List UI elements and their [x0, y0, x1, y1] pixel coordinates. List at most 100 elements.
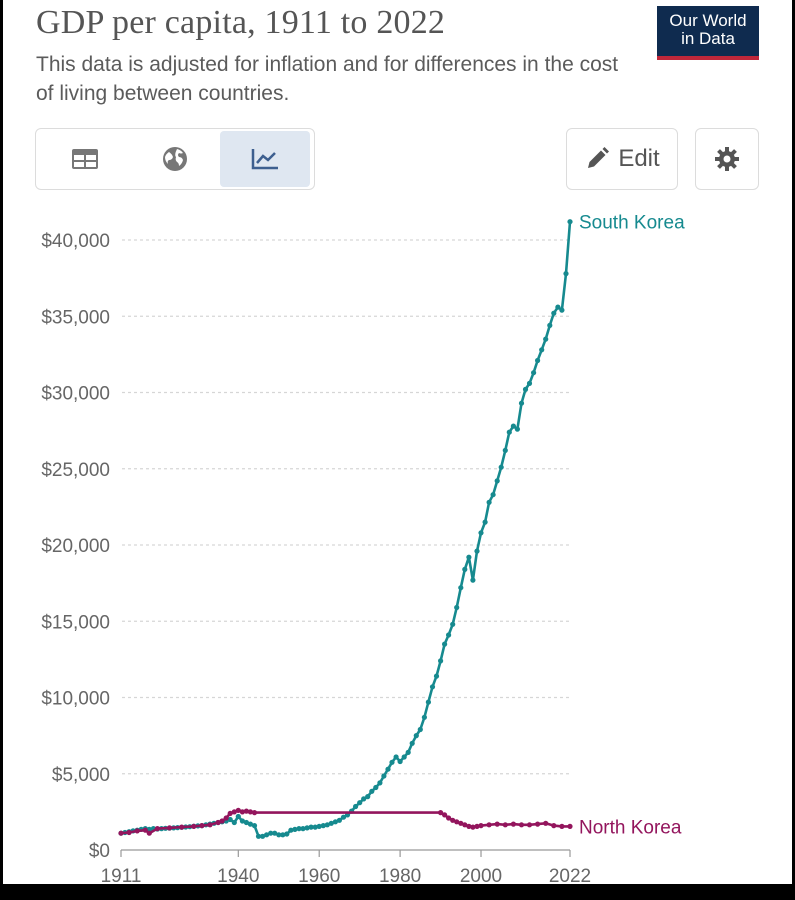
- data-point: [272, 830, 278, 836]
- data-point: [506, 429, 512, 435]
- data-point: [466, 554, 472, 560]
- x-tick-label: 1960: [298, 866, 340, 884]
- edit-button[interactable]: Edit: [566, 128, 678, 190]
- data-point: [498, 464, 504, 470]
- data-point: [563, 271, 569, 277]
- data-point: [264, 832, 270, 838]
- right-frame: [792, 0, 795, 900]
- data-point: [502, 447, 508, 453]
- data-point: [373, 784, 379, 791]
- tab-chart[interactable]: [220, 131, 310, 187]
- page-subtitle: This data is adjusted for inflation and …: [36, 53, 619, 105]
- data-point: [260, 833, 266, 839]
- data-point: [332, 819, 338, 825]
- line-chart-icon: [251, 149, 278, 170]
- x-tick-label: 1940: [217, 866, 259, 884]
- axes: $0 $5,000 $10,000 $15,000 $20,000 $25,000 $30,…: [41, 231, 591, 884]
- data-point: [405, 749, 411, 756]
- data-point: [474, 823, 480, 830]
- data-point: [559, 307, 565, 313]
- data-point: [454, 604, 460, 611]
- edit-label: Edit: [618, 145, 660, 172]
- y-tick-label: $10,000: [41, 689, 110, 710]
- series-line-south-korea: [120, 221, 572, 838]
- series-line-north-korea: [120, 809, 570, 835]
- data-point: [458, 585, 464, 591]
- data-point: [551, 310, 557, 316]
- data-point: [518, 822, 525, 828]
- data-point: [328, 820, 334, 826]
- data-point: [312, 824, 318, 830]
- data-point: [268, 830, 274, 836]
- data-point: [486, 822, 492, 828]
- data-point: [316, 823, 322, 830]
- data-point: [429, 684, 436, 690]
- data-point: [243, 819, 249, 826]
- data-point: [142, 827, 148, 833]
- settings-button[interactable]: [695, 128, 759, 190]
- data-point: [247, 809, 253, 815]
- y-tick-label: $25,000: [41, 460, 110, 481]
- view-tabs: [35, 128, 315, 190]
- data-point: [207, 822, 213, 828]
- data-point: [543, 820, 549, 826]
- data-point: [526, 380, 533, 386]
- data-point: [369, 788, 375, 794]
- data-point: [251, 810, 258, 816]
- data-point: [134, 828, 140, 834]
- data-point: [478, 530, 484, 536]
- data-point: [446, 815, 452, 821]
- data-point: [223, 815, 229, 821]
- data-point: [490, 492, 496, 498]
- data-point: [381, 773, 387, 779]
- data-point: [365, 794, 371, 800]
- data-point: [555, 304, 561, 310]
- data-point: [336, 817, 342, 823]
- data-point: [438, 810, 444, 816]
- data-point: [470, 824, 476, 830]
- data-point: [425, 699, 431, 705]
- data-point: [409, 740, 415, 746]
- data-point: [288, 827, 294, 833]
- series-lines: South Korea North Korea: [118, 213, 685, 839]
- y-tick-label: $30,000: [41, 384, 110, 405]
- data-point: [292, 826, 298, 833]
- data-point: [522, 386, 529, 392]
- data-point: [462, 566, 468, 572]
- data-point: [474, 548, 480, 554]
- table-icon: [72, 149, 98, 169]
- data-point: [446, 632, 452, 638]
- data-point: [146, 830, 152, 836]
- data-point: [482, 519, 488, 525]
- data-point: [413, 733, 419, 739]
- data-point: [526, 822, 533, 828]
- x-tick-label: 2022: [549, 866, 591, 884]
- data-point: [126, 829, 132, 836]
- tab-table[interactable]: [40, 131, 130, 187]
- data-point: [518, 400, 525, 406]
- data-point: [547, 322, 553, 328]
- data-point: [304, 825, 310, 831]
- data-point: [227, 816, 233, 823]
- pencil-icon: [588, 147, 610, 168]
- data-point: [535, 821, 541, 827]
- data-point: [353, 803, 359, 810]
- data-point: [551, 823, 557, 829]
- data-point: [389, 759, 395, 765]
- data-point: [235, 807, 241, 814]
- data-point: [239, 818, 245, 824]
- y-tick-label: $15,000: [41, 612, 110, 633]
- data-point: [296, 826, 302, 832]
- tab-map[interactable]: [130, 131, 220, 187]
- data-point: [308, 824, 314, 830]
- data-point: [227, 810, 233, 817]
- data-point: [215, 819, 221, 826]
- our-world-in-data-logo[interactable]: Our World in Data: [657, 6, 759, 60]
- data-point: [535, 357, 541, 364]
- data-point: [280, 832, 286, 838]
- data-point: [247, 821, 253, 827]
- data-point: [494, 478, 500, 484]
- y-tick-label: $35,000: [41, 307, 110, 328]
- data-point: [255, 833, 262, 839]
- data-point: [191, 823, 197, 830]
